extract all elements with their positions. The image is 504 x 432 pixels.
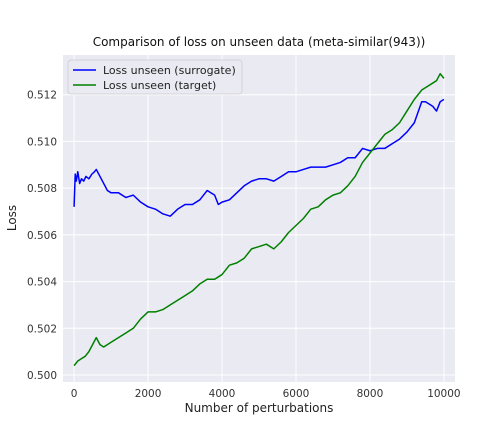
y-tick-label: 0.510 bbox=[27, 136, 57, 148]
legend: Loss unseen (surrogate) Loss unseen (tar… bbox=[68, 60, 242, 94]
x-tick-label: 8000 bbox=[357, 388, 384, 400]
chart-title: Comparison of loss on unseen data (meta-… bbox=[93, 35, 426, 49]
plot-background bbox=[63, 55, 455, 382]
y-tick-label: 0.508 bbox=[27, 183, 57, 195]
y-tick-label: 0.504 bbox=[27, 277, 57, 289]
y-tick-label: 0.502 bbox=[27, 323, 57, 335]
y-axis-label: Loss bbox=[5, 205, 19, 231]
y-axis-ticks: 0.500 0.502 0.504 0.506 0.508 0.510 0.512 bbox=[27, 90, 57, 382]
x-tick-label: 0 bbox=[71, 388, 78, 400]
x-tick-label: 6000 bbox=[283, 388, 310, 400]
x-axis-ticks: 0 2000 4000 6000 8000 10000 bbox=[71, 388, 461, 400]
y-tick-label: 0.512 bbox=[27, 90, 57, 102]
y-tick-label: 0.500 bbox=[27, 370, 57, 382]
x-tick-label: 4000 bbox=[209, 388, 236, 400]
x-tick-label: 2000 bbox=[135, 388, 162, 400]
y-tick-label: 0.506 bbox=[27, 230, 57, 242]
legend-label-surrogate: Loss unseen (surrogate) bbox=[103, 64, 236, 77]
legend-label-target: Loss unseen (target) bbox=[103, 79, 216, 92]
x-tick-label: 10000 bbox=[427, 388, 460, 400]
x-axis-label: Number of perturbations bbox=[185, 401, 334, 415]
